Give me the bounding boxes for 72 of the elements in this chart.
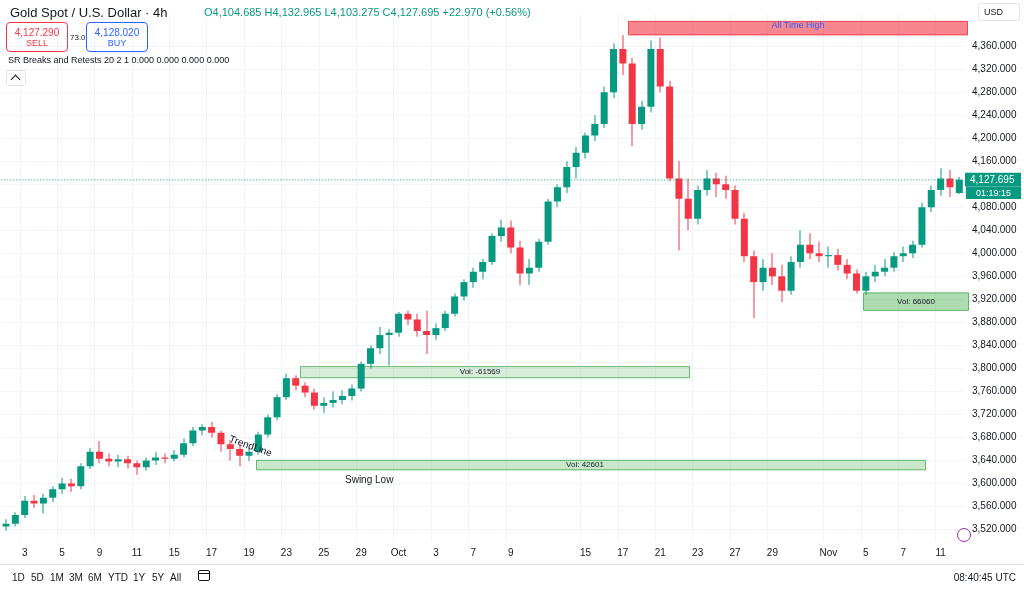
text: 5D (31, 571, 44, 584)
band-label: Vol: 42601 (566, 460, 605, 470)
x-tick-label: 29 (766, 546, 779, 558)
y-tick-label: 3,960.000 (972, 270, 1017, 282)
text: USD (984, 6, 1004, 19)
y-tick-label: 3,560.000 (972, 500, 1017, 512)
x-tick-label: 21 (654, 546, 667, 558)
x-tick-label: 5 (863, 546, 870, 558)
y-tick-label: 3,720.000 (972, 408, 1017, 420)
y-tick-label: 4,360.000 (972, 39, 1017, 51)
x-tick-label: 17 (617, 546, 629, 558)
x-tick-label: 15 (168, 546, 181, 558)
x-tick-label: 19 (243, 546, 255, 558)
y-tick-label: 4,080.000 (972, 201, 1017, 213)
text: 1Y (133, 571, 146, 584)
y-tick-label: 3,800.000 (972, 362, 1017, 374)
chart-title: Gold Spot / U.S. Dollar · 4h (10, 5, 168, 20)
x-tick-label: 23 (692, 546, 704, 558)
y-tick-label: 3,880.000 (972, 316, 1017, 328)
band-label: Vol: -61569 (459, 367, 501, 377)
x-tick-label: 29 (355, 546, 368, 558)
text: All (170, 571, 182, 584)
annotation: SELL (25, 38, 49, 49)
y-tick-label: 4,160.000 (972, 155, 1017, 167)
y-tick-label: 4,240.000 (972, 109, 1017, 121)
band-label: All Time High (771, 20, 825, 31)
x-tick-label: 11 (935, 546, 947, 558)
text: 3M (69, 571, 83, 584)
y-tick-label: 4,040.000 (972, 224, 1017, 236)
x-tick-label: 7 (900, 546, 907, 558)
annotation: SR Breaks and Retests 20 2 1 0.000 0.000 0.000 0.000 (8, 54, 230, 67)
x-tick-label: 9 (96, 546, 103, 558)
text: 01:19:15 (966, 187, 1021, 199)
y-tick-label: 3,840.000 (972, 339, 1017, 351)
x-tick-label: 17 (206, 546, 218, 558)
x-tick-label: 25 (318, 546, 330, 558)
band-label: Vol: 66060 (897, 296, 936, 306)
y-tick-label: 4,280.000 (972, 85, 1017, 97)
x-tick-label: 3 (21, 546, 28, 558)
y-tick-label: 3,520.000 (972, 523, 1017, 535)
x-tick-label: Oct (390, 546, 407, 558)
annotation: Swing Low (345, 473, 394, 486)
annotation: 4,127.290 (13, 26, 61, 39)
y-tick-label: 3,920.000 (972, 293, 1017, 305)
y-tick-label: 3,640.000 (972, 454, 1017, 466)
x-tick-label: 11 (131, 546, 143, 558)
text: 1D (12, 571, 25, 584)
annotation: BUY (106, 38, 128, 49)
y-tick-label: 3,680.000 (972, 431, 1017, 443)
annotation: 4,128.020 (93, 26, 141, 39)
text: YTD (108, 571, 128, 584)
y-tick-label: 4,200.000 (972, 132, 1017, 144)
x-tick-label: 15 (579, 546, 592, 558)
x-tick-label: 7 (470, 546, 477, 558)
x-tick-label: 23 (280, 546, 293, 558)
x-tick-label: 3 (433, 546, 440, 558)
y-tick-label: 4,320.000 (972, 62, 1017, 74)
candlestick (423, 310, 431, 355)
text: 08:40:45 UTC (953, 571, 1016, 584)
x-tick-label: 5 (59, 546, 66, 558)
annotation: O4,104.685 H4,132.965 L4,103.275 C4,127.695 +22.970 (+0.56%) (204, 6, 531, 19)
y-tick-label: 3,600.000 (972, 477, 1017, 489)
x-tick-label: 27 (729, 546, 742, 558)
y-tick-label: 4,000.000 (972, 247, 1017, 259)
text: 5Y (152, 571, 165, 584)
text: 6M (88, 571, 102, 584)
x-tick-label: Nov (819, 546, 838, 558)
annotation: 73.0 (70, 32, 86, 44)
ref-line-label: 4,127.695 (970, 173, 1015, 185)
text: 1M (50, 571, 64, 584)
x-tick-label: 9 (507, 546, 514, 558)
y-tick-label: 3,760.000 (972, 385, 1017, 397)
